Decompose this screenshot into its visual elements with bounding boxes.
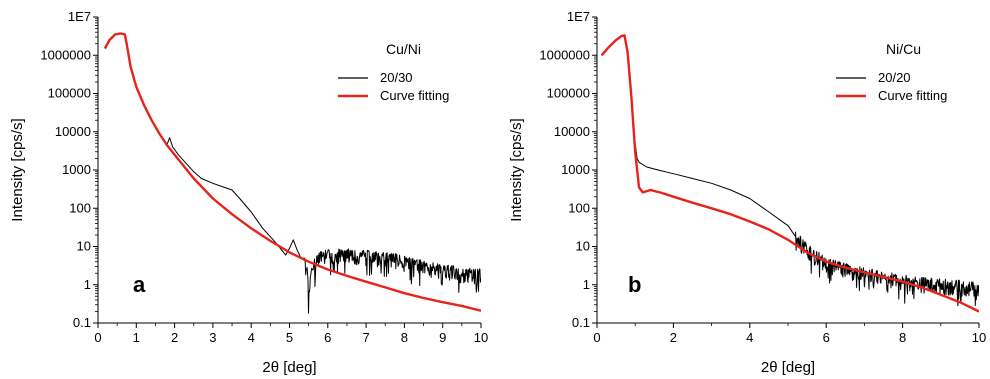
series-line-fit xyxy=(600,34,979,313)
series-line-measured xyxy=(104,33,481,314)
x-tick-label: 6 xyxy=(823,330,830,345)
y-tick-label: 1000 xyxy=(62,162,91,177)
legend-label: Curve fitting xyxy=(878,88,947,103)
panel-letter: a xyxy=(133,272,146,297)
x-tick-label: 0 xyxy=(94,330,101,345)
x-tick-label: 6 xyxy=(324,330,331,345)
y-axis-label: Intensity [cps/s] xyxy=(508,118,525,221)
x-tick-label: 5 xyxy=(286,330,293,345)
y-tick-label: 10 xyxy=(576,239,590,254)
x-tick-label: 9 xyxy=(439,330,446,345)
x-tick-label: 2 xyxy=(670,330,677,345)
x-tick-label: 7 xyxy=(362,330,369,345)
x-tick-label: 4 xyxy=(248,330,255,345)
y-tick-label: 0.1 xyxy=(572,315,590,330)
y-tick-label: 1000 xyxy=(561,162,590,177)
y-tick-label: 1000000 xyxy=(40,47,91,62)
legend-title: Ni/Cu xyxy=(886,41,921,57)
series-line-fit xyxy=(103,32,481,312)
x-tick-label: 1 xyxy=(133,330,140,345)
y-tick-label: 100000 xyxy=(547,86,590,101)
y-tick-label: 1000000 xyxy=(539,47,590,62)
y-tick-label: 1 xyxy=(583,277,590,292)
y-tick-label: 10 xyxy=(77,239,91,254)
y-tick-label: 100 xyxy=(69,200,91,215)
x-tick-label: 10 xyxy=(474,330,488,345)
y-tick-label: 10000 xyxy=(554,124,590,139)
y-tick-label: 1E7 xyxy=(567,9,590,24)
x-tick-label: 2 xyxy=(171,330,178,345)
x-tick-label: 8 xyxy=(899,330,906,345)
x-tick-label: 3 xyxy=(209,330,216,345)
y-tick-label: 100000 xyxy=(48,86,91,101)
series-line-measured xyxy=(601,34,979,307)
legend-label: 20/20 xyxy=(878,70,911,85)
x-axis-label: 2θ [deg] xyxy=(262,359,316,376)
x-tick-label: 10 xyxy=(972,330,986,345)
legend-label: Curve fitting xyxy=(380,88,449,103)
chart-panel-b: 0.1 1 10 100 1000 10000 100000 1000000 1E7 0 2 4 6 8 1… xyxy=(508,9,986,376)
panel-letter: b xyxy=(628,272,641,297)
y-tick-label: 10000 xyxy=(55,124,91,139)
x-tick-label: 0 xyxy=(593,330,600,345)
x-axis-label: 2θ [deg] xyxy=(761,359,815,376)
legend-label: 20/30 xyxy=(380,70,413,85)
x-tick-label: 8 xyxy=(401,330,408,345)
y-tick-label: 1 xyxy=(84,277,91,292)
chart-panel-a: 0.1 1 10 100 1000 10000 100000 1000000 1E7 0 1 2 3 4 5… xyxy=(9,9,488,376)
y-tick-label: 1E7 xyxy=(68,9,91,24)
y-axis-label: Intensity [cps/s] xyxy=(9,118,26,221)
x-tick-label: 4 xyxy=(746,330,753,345)
legend-title: Cu/Ni xyxy=(386,41,421,57)
y-tick-label: 100 xyxy=(568,200,590,215)
y-tick-label: 0.1 xyxy=(73,315,91,330)
